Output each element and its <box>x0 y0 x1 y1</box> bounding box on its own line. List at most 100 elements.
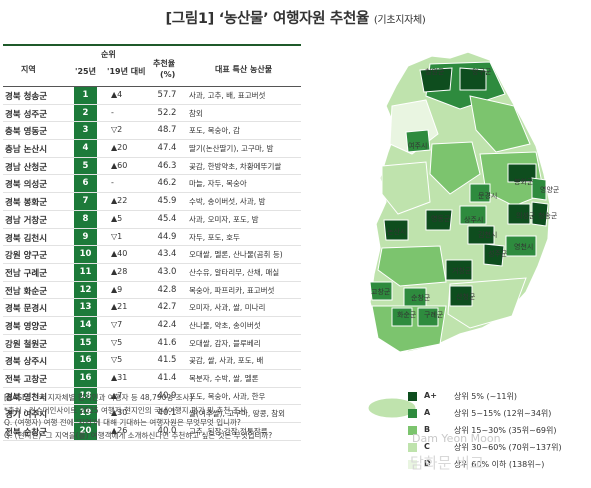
products-cell: 마늘, 자두, 복숭아 <box>189 179 247 189</box>
map-label: 의성군 <box>516 212 536 220</box>
score-cell: 40.9 <box>157 390 177 401</box>
rank-cell: 19 <box>74 405 97 423</box>
rank-cell: 2 <box>74 104 97 122</box>
products-cell: 포도, 복숭아, 감 <box>189 126 240 136</box>
legend-swatch <box>408 392 417 401</box>
region-yanggu <box>459 67 487 91</box>
map-label: 청송군 <box>538 212 558 220</box>
header-products: 대표 특산 농산물 <box>215 65 273 74</box>
rank-cell: 20 <box>74 423 97 440</box>
change-cell: - <box>111 107 114 117</box>
score-cell: 45.4 <box>157 213 177 224</box>
score-cell: 46.2 <box>157 178 177 189</box>
score-cell: 40.0 <box>157 426 177 437</box>
region-nonsan <box>383 219 409 241</box>
change-cell: ▲21 <box>111 302 128 312</box>
score-cell: 42.4 <box>157 319 177 330</box>
rank-cell: 11 <box>74 263 97 281</box>
map-label: 철원군 <box>425 68 445 76</box>
legend-grade: A+ <box>424 391 437 400</box>
footnotes: [BASE: 전국 지자체별 현지인과 여행자 등 48,790명 조사] *출… <box>4 392 304 442</box>
table-row: 전남 화순군 12 ▲9 42.8 복숭아, 파프리카, 표고버섯 <box>3 281 301 300</box>
region-jeonbuk <box>377 245 447 287</box>
region-cell: 충북 영동군 <box>5 127 48 138</box>
region-cheorwon <box>419 67 453 93</box>
map-label: 상주시 <box>464 216 484 224</box>
table-row: 강원 양구군 10 ▲40 43.4 오대쌀, 멜론, 산나물(곰취 등) <box>3 246 301 264</box>
score-cell: 43.0 <box>157 266 177 277</box>
map-label: 거창군 <box>452 267 472 275</box>
rank-cell: 16 <box>74 370 97 387</box>
table-row: 경북 상주시 16 ▽5 41.5 곶감, 쌀, 사과, 포도, 배 <box>3 352 301 370</box>
note-base: [BASE: 전국 지자체별 현지인과 여행자 등 48,790명 조사] <box>4 393 193 402</box>
region-geochang <box>445 259 473 281</box>
change-cell: ▲9 <box>111 284 123 294</box>
note-source: *출처 : 컨슈머인사이트 2025 여행자·현지인의 국내여행지 평가 및 추… <box>4 405 247 415</box>
table-row: 강원 철원군 15 ▽5 41.6 오대쌀, 감자, 블루베리 <box>3 334 301 353</box>
legend-text: 상위 30~60% (70위~137위) <box>454 443 562 452</box>
change-cell: ▽7 <box>111 319 123 329</box>
region-yeongcheon <box>505 235 537 257</box>
map-label: 화순군 <box>397 311 417 319</box>
legend-item: A 상위 5~15% (12위~34위) <box>408 406 588 423</box>
table-row: 경북 청송군 1 ▲4 57.7 사과, 고추, 배, 표고버섯 <box>3 87 301 105</box>
products-cell: 곶감, 쌀, 사과, 포도, 배 <box>189 356 264 366</box>
score-cell: 43.4 <box>157 249 177 260</box>
korea-map: 철원군 양구군 여주시 봉화군 영양군 문경시 의성군 청송군 영동군 상주시 논산시 김천시 성주군 영… <box>300 34 591 488</box>
products-cell: 자두, 포도, 호두 <box>189 232 240 242</box>
map-label: 영천시 <box>514 243 534 251</box>
score-cell: 40.1 <box>157 408 177 419</box>
change-cell: ▽2 <box>111 125 123 135</box>
rank-cell: 8 <box>74 210 97 228</box>
score-cell: 44.9 <box>157 231 177 242</box>
table-row: 경북 봉화군 7 ▲22 45.9 수박, 송이버섯, 사과, 밤 <box>3 193 301 211</box>
table-body: 경북 청송군 1 ▲4 57.7 사과, 고추, 배, 표고버섯 경북 성주군 2 - 52.2… <box>3 87 301 441</box>
note-question-traveler: Q. (여행자) 여행 전에 '지역'에 대해 기대하는 여행자원은 무엇무엇 … <box>4 418 241 427</box>
legend-grade: C <box>424 442 430 451</box>
header-region: 지역 <box>21 65 36 74</box>
map-label: 봉화군 <box>514 178 534 186</box>
score-cell: 57.7 <box>157 90 177 100</box>
products-cell: 수박, 송이버섯, 사과, 밤 <box>189 197 266 207</box>
rank-cell: 1 <box>74 87 97 104</box>
products-cell: 포도, 복숭아, 사과, 한우 <box>189 391 266 401</box>
map-label: 성주군 <box>488 250 508 258</box>
table-row: 경남 거창군 8 ▲5 45.4 사과, 오미자, 포도, 밤 <box>3 210 301 229</box>
region-seongju <box>483 243 505 267</box>
header-score-unit: (%) <box>160 70 176 79</box>
change-cell: ▲4 <box>111 90 123 99</box>
rank-cell: 16 <box>74 352 97 369</box>
table-row: 경북 의성군 6 - 46.2 마늘, 자두, 복숭아 <box>3 175 301 194</box>
map-label: 논산시 <box>387 228 407 236</box>
rank-cell: 3 <box>74 122 97 140</box>
map-label: 양구군 <box>472 68 492 76</box>
legend-text: 상위 5~15% (12위~34위) <box>454 409 552 418</box>
map-label: 문경시 <box>478 192 498 200</box>
region-yeongyang <box>531 177 547 201</box>
figure-title-sub: (기초지자체) <box>373 15 426 26</box>
change-cell: ▲60 <box>111 160 128 170</box>
region-gangwon-east <box>469 95 531 153</box>
region-cell: 경북 김천시 <box>5 233 48 244</box>
region-cell: 경북 영천시 <box>5 392 48 403</box>
region-cell: 경북 상주시 <box>5 357 48 368</box>
watermark-text: Dam Yeon Moon <box>412 432 501 445</box>
products-cell: 복분자, 수박, 쌀, 멜론 <box>189 374 259 383</box>
score-cell: 46.3 <box>157 160 177 171</box>
map-label: 영동군 <box>431 215 451 223</box>
rank-cell: 12 <box>74 281 97 299</box>
region-cell: 강원 양구군 <box>5 251 48 262</box>
rank-cell: 5 <box>74 157 97 175</box>
map-label: 김천시 <box>478 231 498 239</box>
change-cell: ▲26 <box>111 426 128 436</box>
region-cell: 경북 영양군 <box>5 321 48 332</box>
legend-item: B 상위 15~30% (35위~69위) <box>408 423 588 440</box>
table-row: 충북 영동군 3 ▽2 48.7 포도, 복숭아, 감 <box>3 122 301 141</box>
region-mungyeong <box>469 183 491 203</box>
region-cell: 전남 구례군 <box>5 268 48 279</box>
map-label: 영양군 <box>540 186 560 194</box>
change-cell: - <box>111 178 114 188</box>
region-yeoju <box>405 129 431 153</box>
korea-map-shape <box>367 51 551 419</box>
rank-cell: 15 <box>74 334 97 352</box>
